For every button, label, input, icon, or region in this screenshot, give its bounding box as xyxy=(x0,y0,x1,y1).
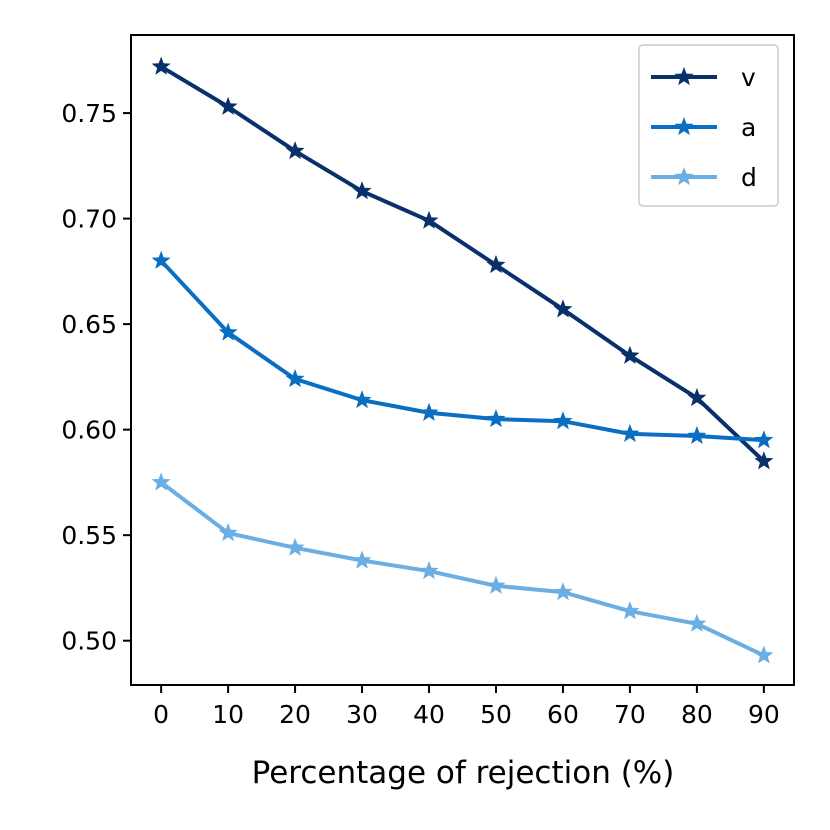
legend-label: d xyxy=(741,163,757,192)
x-tick-label: 70 xyxy=(614,700,646,729)
data-point-a xyxy=(553,411,573,430)
x-tick-label: 10 xyxy=(212,700,244,729)
data-point-d xyxy=(151,472,171,491)
y-tick-label: 0.65 xyxy=(61,310,117,339)
x-axis-title: Percentage of rejection (%) xyxy=(252,755,675,791)
data-point-d xyxy=(218,523,238,542)
legend-marker xyxy=(674,117,694,136)
legend-marker xyxy=(674,67,694,86)
data-point-a xyxy=(620,423,640,442)
data-point-a xyxy=(486,409,506,428)
data-point-v xyxy=(687,387,707,407)
legend: vad xyxy=(638,44,779,207)
data-point-d xyxy=(553,582,573,601)
x-tick-label: 60 xyxy=(547,700,579,729)
y-tick-label: 0.60 xyxy=(61,416,117,445)
data-point-d xyxy=(486,575,506,594)
y-axis-ticks: 0.50 0.55 0.60 0.65 0.70 0.75 xyxy=(61,99,131,656)
x-tick-label: 20 xyxy=(279,700,311,729)
data-point-a xyxy=(419,402,439,421)
data-point-v xyxy=(151,56,171,75)
data-point-v xyxy=(285,141,305,160)
data-point-d xyxy=(754,645,774,664)
legend-entry-v: v xyxy=(651,63,756,92)
x-tick-label: 40 xyxy=(413,700,445,729)
data-point-d xyxy=(687,613,707,632)
data-point-v xyxy=(553,299,573,318)
data-point-v xyxy=(419,210,439,229)
data-point-v xyxy=(352,181,372,200)
legend-label: v xyxy=(741,63,756,92)
x-tick-label: 80 xyxy=(681,700,713,729)
data-point-v xyxy=(754,451,774,470)
x-tick-label: 30 xyxy=(346,700,378,729)
plot-frame xyxy=(130,34,795,686)
y-tick-label: 0.55 xyxy=(61,521,117,550)
series-line-a xyxy=(159,259,764,443)
legend-entry-a: a xyxy=(651,113,756,142)
data-point-a xyxy=(218,322,238,341)
series-line-v xyxy=(160,64,766,463)
series-line-d xyxy=(159,480,765,658)
data-point-v xyxy=(218,96,238,115)
data-point-a xyxy=(285,368,305,388)
x-tick-label: 50 xyxy=(480,700,512,729)
data-point-a xyxy=(754,430,774,449)
series-d xyxy=(151,472,774,664)
x-tick-label: 0 xyxy=(153,700,169,729)
x-tick-label: 90 xyxy=(748,700,780,729)
series-a xyxy=(151,250,774,449)
data-point-a xyxy=(151,250,171,269)
data-point-a xyxy=(687,425,707,445)
legend-label: a xyxy=(741,113,756,142)
data-point-d xyxy=(352,550,372,569)
data-point-d xyxy=(620,601,640,620)
data-point-d xyxy=(419,561,439,580)
data-point-v xyxy=(620,345,640,364)
y-tick-label: 0.50 xyxy=(61,627,117,656)
legend-entry-d: d xyxy=(651,163,757,192)
data-point-d xyxy=(285,537,305,556)
y-tick-label: 0.75 xyxy=(61,99,117,128)
legend-marker xyxy=(674,167,694,186)
y-tick-label: 0.70 xyxy=(61,205,117,234)
series-v xyxy=(151,56,774,470)
data-point-a xyxy=(352,390,372,409)
data-point-v xyxy=(486,255,506,274)
series-layer xyxy=(151,56,774,664)
x-axis-ticks: 0 10 20 30 40 50 60 70 80 90 xyxy=(153,685,780,729)
